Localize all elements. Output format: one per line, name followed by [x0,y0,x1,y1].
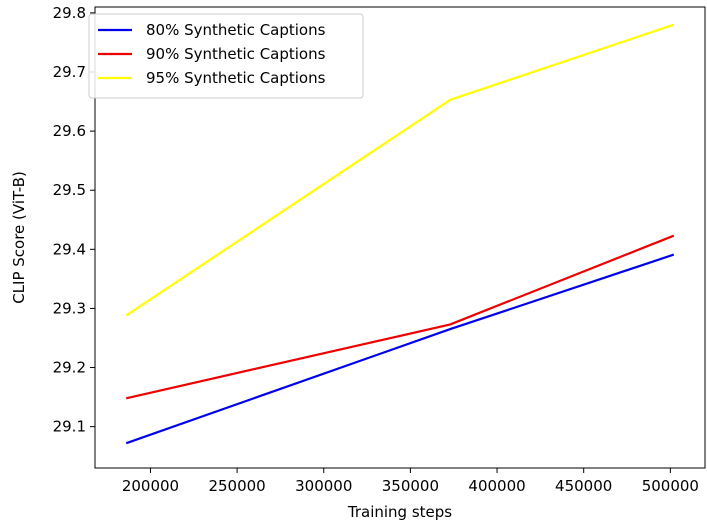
series-line-1 [125,253,675,445]
y-tick-label: 29.8 [53,4,86,22]
y-tick-label: 29.1 [53,418,86,436]
y-tick-label: 29.3 [53,299,86,317]
legend: 80% Synthetic Captions 90% Synthetic Capt… [88,13,364,99]
series-line-3 [125,23,675,317]
series-line-2 [125,234,675,400]
x-tick-label: 450000 [555,477,612,495]
x-tick-label: 250000 [208,477,265,495]
x-tick-label: 500000 [642,477,699,495]
x-tick-label: 400000 [468,477,525,495]
y-tick-label: 29.7 [53,63,86,81]
legend-label: 90% Synthetic Captions [146,45,326,63]
x-tick-label: 300000 [295,477,352,495]
y-tick-label: 29.4 [53,240,86,258]
y-tick-label: 29.5 [53,181,86,199]
x-tick-label: 200000 [122,477,179,495]
legend-box [88,13,364,99]
y-tick-label: 29.2 [53,359,86,377]
x-axis-ticks: 200000 250000 300000 350000 400000 450000 5000… [122,468,699,495]
plot-frame [94,6,706,469]
y-axis-label: CLIP Score (ViT-B) [10,171,28,304]
x-tick-label: 350000 [382,477,439,495]
legend-label: 95% Synthetic Captions [146,69,326,87]
legend-label: 80% Synthetic Captions [146,21,326,39]
y-tick-label: 29.6 [53,122,86,140]
x-axis-label: Training steps [347,503,452,521]
y-axis-ticks: 29.1 29.2 29.3 29.4 29.5 29.6 29.7 29.8 [53,4,95,436]
series-layer [125,23,675,445]
